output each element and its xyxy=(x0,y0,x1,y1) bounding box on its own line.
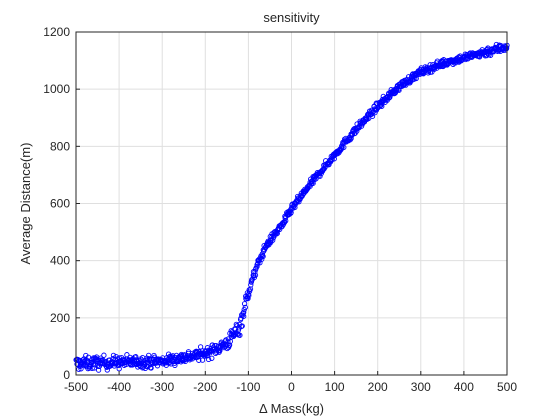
data-point xyxy=(199,357,206,363)
x-tick-label: 200 xyxy=(368,380,388,394)
data-point xyxy=(476,54,483,60)
x-tick-labels: -500 -400 -300 -200 -100 0 100 200 300 400 500 xyxy=(64,380,517,394)
data-point xyxy=(248,279,254,285)
y-tick-label: 200 xyxy=(50,311,70,325)
data-point xyxy=(282,219,288,225)
data-point xyxy=(354,128,360,134)
data-point xyxy=(341,144,347,151)
chart-title: sensitivity xyxy=(263,10,320,25)
y-tick-label: 800 xyxy=(50,139,70,153)
data-point xyxy=(237,332,243,338)
x-tick-label: -100 xyxy=(236,380,260,394)
data-point xyxy=(242,304,248,311)
x-tick-label: 0 xyxy=(288,380,295,394)
data-point xyxy=(86,365,93,371)
data-point xyxy=(96,363,103,369)
y-tick-label: 600 xyxy=(50,197,70,211)
data-point xyxy=(110,352,117,359)
data-point xyxy=(241,309,247,315)
data-point xyxy=(95,367,102,373)
y-tick-label: 400 xyxy=(50,254,70,268)
y-tick-label: 0 xyxy=(63,368,70,382)
data-point xyxy=(197,344,204,350)
data-point xyxy=(252,268,258,275)
x-tick-label: -400 xyxy=(107,380,131,394)
x-tick-label: 100 xyxy=(325,380,345,394)
x-tick-label: 400 xyxy=(454,380,474,394)
x-tick-label: -300 xyxy=(150,380,174,394)
data-point xyxy=(274,230,280,237)
data-point xyxy=(254,263,260,270)
data-point xyxy=(196,357,202,363)
data-point xyxy=(252,272,259,278)
data-point xyxy=(116,366,122,372)
data-point xyxy=(283,218,289,224)
data-point xyxy=(205,356,212,363)
data-point xyxy=(241,301,248,307)
x-axis-label: Δ Mass(kg) xyxy=(259,401,324,416)
data-point xyxy=(270,237,276,243)
x-tick-label: -500 xyxy=(64,380,88,394)
data-point xyxy=(239,323,245,329)
x-tick-label: 500 xyxy=(497,380,517,394)
data-point xyxy=(233,321,239,328)
data-point xyxy=(373,100,379,106)
data-point xyxy=(78,366,84,372)
data-point xyxy=(487,52,494,58)
data-point xyxy=(259,256,265,262)
grid-lines xyxy=(75,31,508,376)
y-tick-labels: 0 200 400 600 800 1000 1200 xyxy=(43,25,70,382)
y-axis-label: Average Distance(m) xyxy=(18,143,33,265)
x-tick-label: 300 xyxy=(411,380,431,394)
data-point xyxy=(148,365,154,371)
data-point xyxy=(292,204,298,211)
data-point xyxy=(240,312,246,318)
data-point xyxy=(226,342,233,348)
data-point xyxy=(209,355,215,361)
x-tick-label: -200 xyxy=(193,380,217,394)
axis-ticks xyxy=(75,31,508,376)
data-point xyxy=(204,353,211,359)
data-point xyxy=(260,253,266,260)
y-tick-label: 1200 xyxy=(43,25,70,39)
data-point xyxy=(133,354,139,360)
y-tick-label: 1000 xyxy=(43,82,70,96)
data-point xyxy=(372,109,378,116)
data-point xyxy=(307,179,313,186)
data-point xyxy=(101,352,107,358)
